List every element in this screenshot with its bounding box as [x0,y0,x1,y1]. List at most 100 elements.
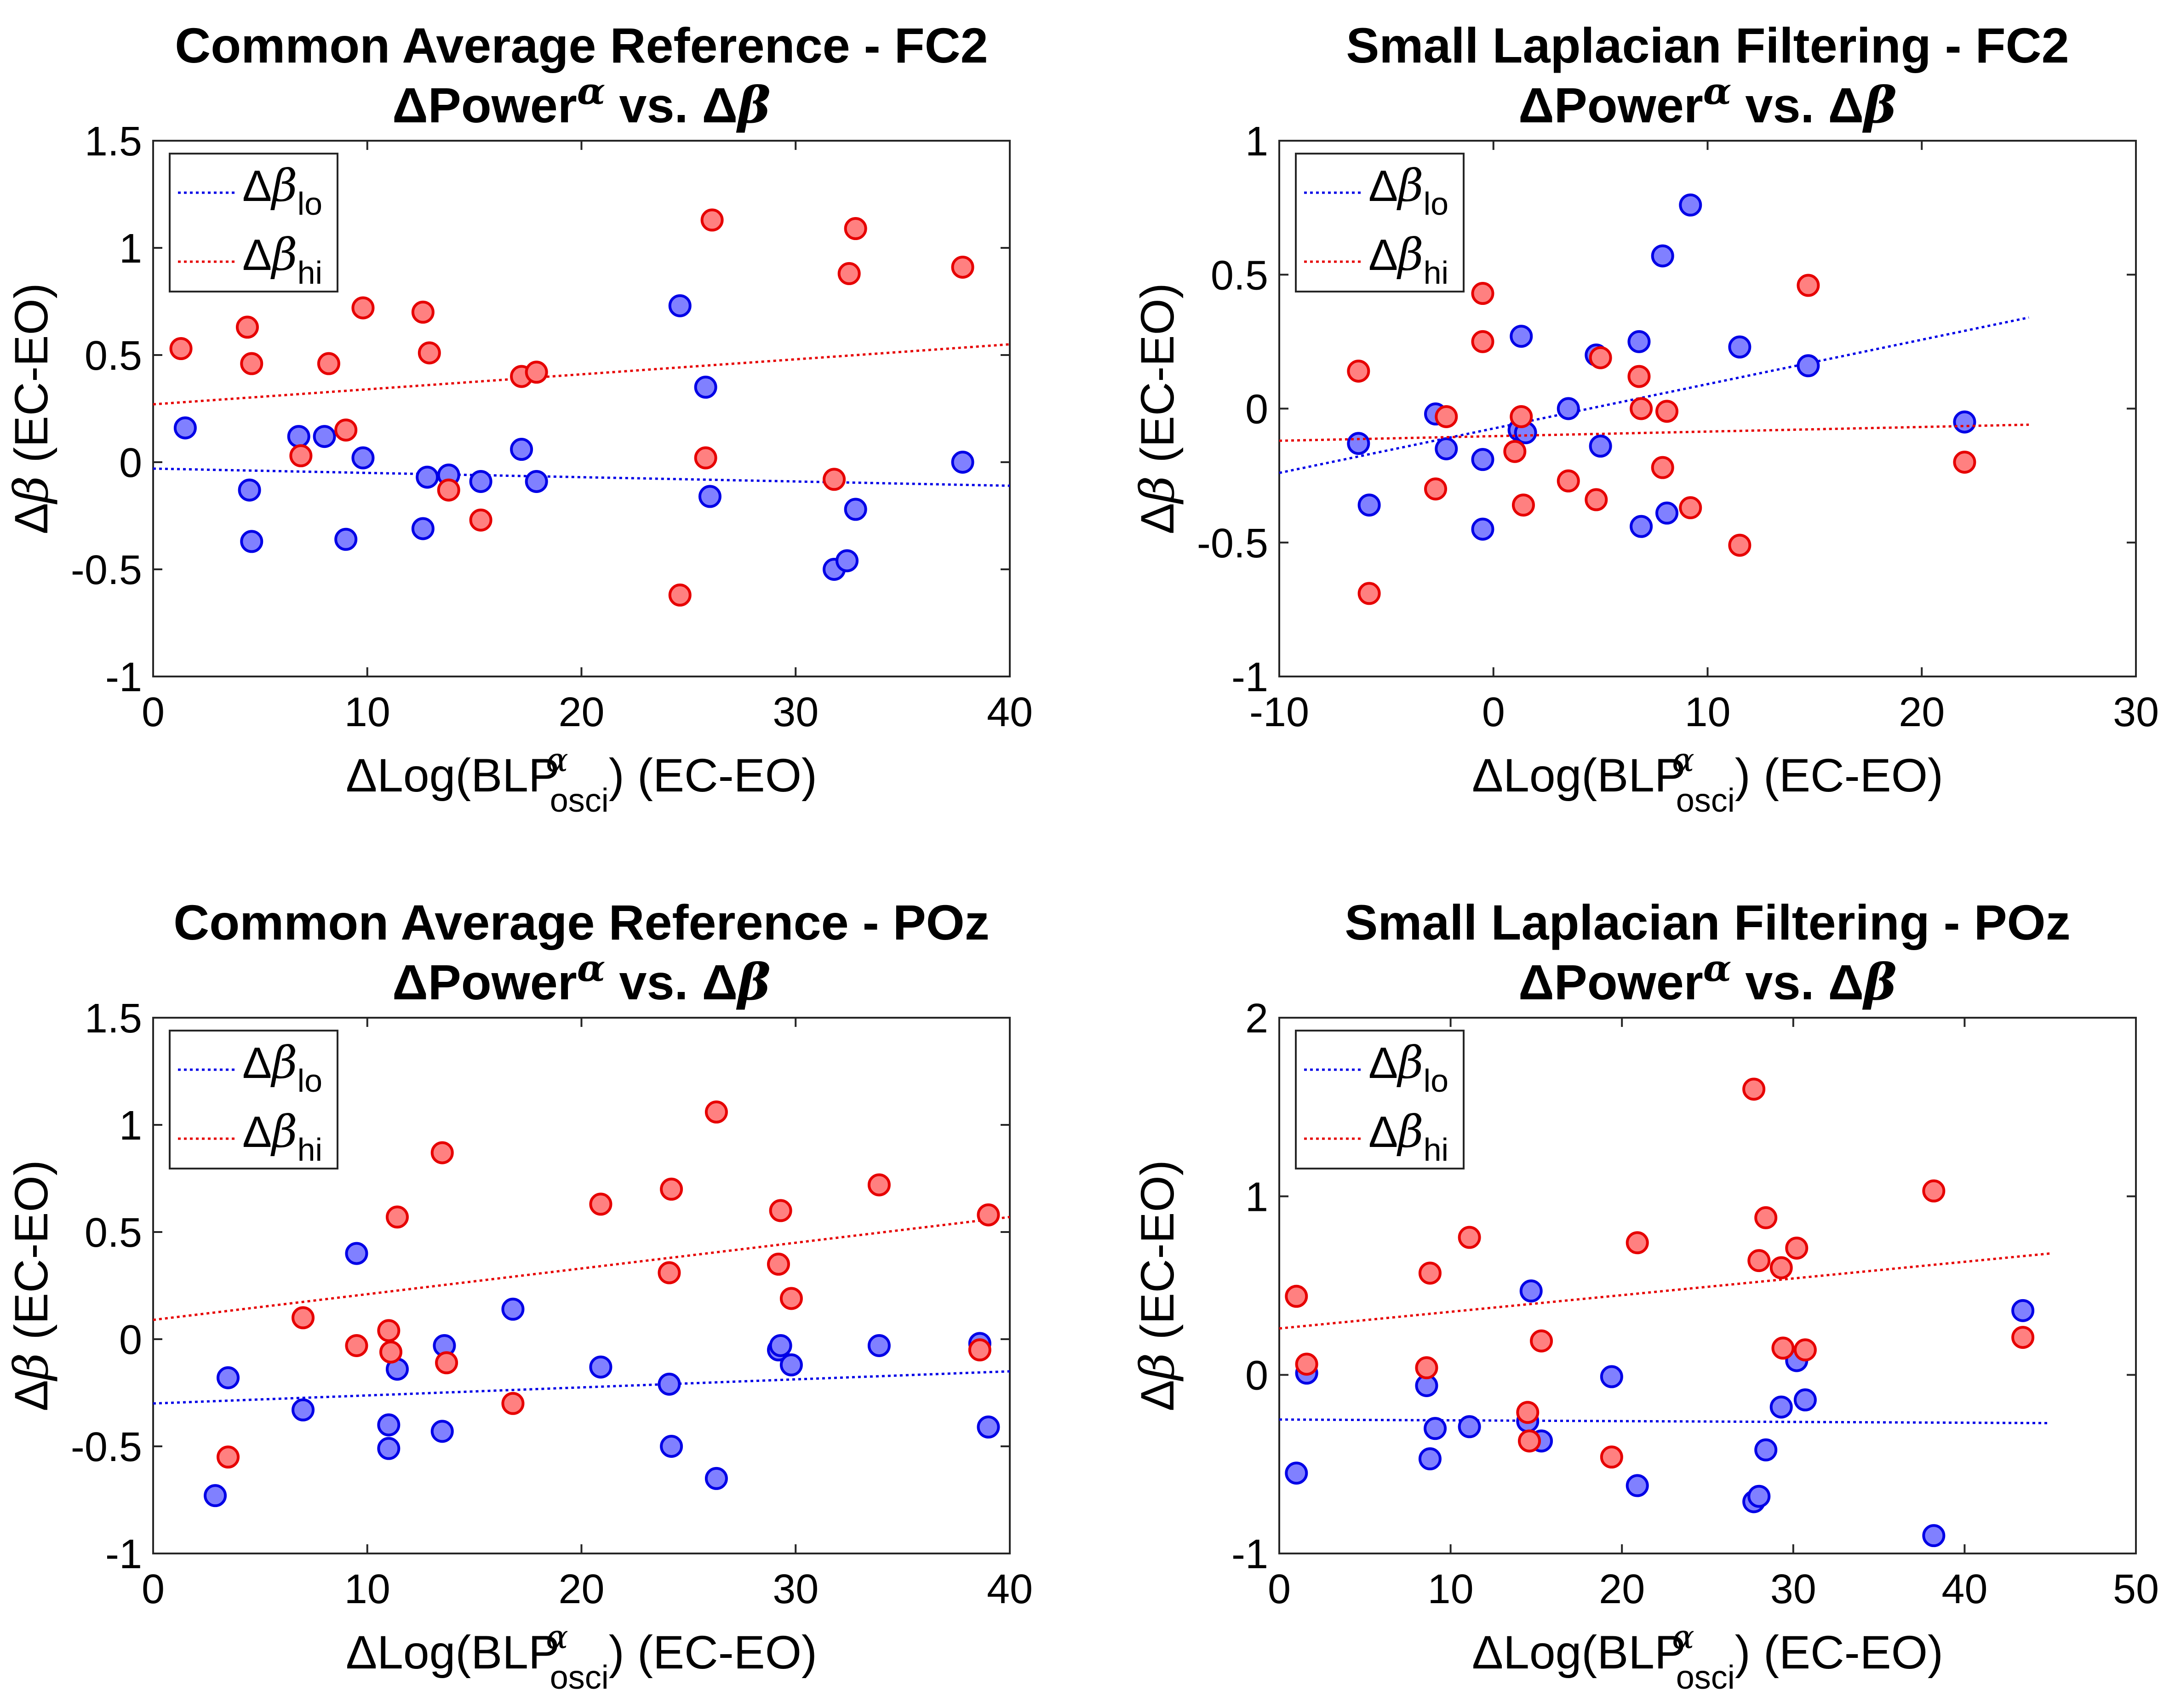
point-beta-lo [1747,1484,1771,1508]
point-beta-lo [769,1334,792,1357]
point-beta-hi [1728,533,1752,557]
point-beta-hi [1424,477,1447,501]
point-beta-hi [345,1334,368,1357]
x-tick-label: 20 [558,689,604,735]
point-beta-lo [836,549,859,573]
point-beta-hi [1415,1356,1438,1380]
point-beta-hi [1557,469,1580,493]
point-beta-lo [1797,354,1820,378]
y-axis-label: Δβ (EC-EO) [4,1160,59,1411]
point-beta-lo [1769,1395,1793,1419]
point-beta-hi [1747,1249,1771,1272]
y-tick-label: -0.5 [71,547,142,593]
x-tick-label: 10 [344,1566,390,1612]
y-tick-label: -0.5 [71,1424,142,1470]
point-beta-hi [1679,496,1702,520]
point-beta-hi [779,1287,803,1310]
chart-subtitle: ΔPowerα vs. Δβ [1518,946,1897,1011]
y-tick-label: 1.5 [85,996,142,1042]
point-beta-lo [334,527,358,551]
point-beta-hi [1503,440,1527,463]
chart-title: Common Average Reference - POz [173,894,990,950]
point-beta-hi [767,1252,790,1276]
point-beta-hi [501,1392,525,1415]
legend-label-hi: Δβhi [1368,229,1448,291]
point-beta-lo [1357,493,1381,517]
point-beta-hi [1418,1261,1442,1285]
x-tick-label: 20 [1899,689,1945,735]
x-tick-label: 30 [773,689,819,735]
point-beta-lo [1471,448,1494,471]
point-beta-lo [238,478,261,502]
x-tick-label: 50 [2113,1566,2158,1612]
point-beta-lo [1418,1447,1442,1471]
point-beta-hi [240,352,263,375]
point-beta-lo [1458,1415,1481,1439]
point-beta-hi [1627,365,1651,388]
point-beta-lo [1589,435,1612,458]
point-beta-hi [1769,1256,1793,1279]
legend-label-lo: Δβlo [1368,1037,1448,1099]
y-tick-label: 0 [1245,387,1268,433]
point-beta-hi [837,262,861,285]
x-tick-label: 30 [2113,689,2158,735]
point-beta-lo [1627,330,1651,353]
point-beta-lo [1651,244,1674,268]
point-beta-lo [867,1334,891,1357]
point-beta-lo [2011,1299,2035,1322]
point-beta-hi [1511,493,1535,517]
y-tick-label: 0 [119,440,142,486]
point-beta-hi [1922,1179,1946,1203]
y-tick-label: -1 [105,654,142,700]
point-beta-hi [1651,456,1674,479]
point-beta-hi [289,444,313,468]
point-beta-lo [658,1372,681,1396]
point-beta-hi [694,446,717,470]
point-beta-lo [779,1353,803,1376]
x-axis-label: ΔLog(BLPα osci) (EC-EO) [346,740,817,819]
point-beta-lo [501,1297,525,1321]
point-beta-hi [867,1173,891,1197]
y-tick-label: -0.5 [1197,521,1268,567]
point-beta-lo [1435,437,1458,460]
x-tick-label: 40 [987,1566,1033,1612]
x-tick-label: 10 [1684,689,1730,735]
point-beta-hi [169,337,193,361]
y-tick-label: 2 [1245,996,1268,1042]
x-tick-label: 30 [773,1566,819,1612]
point-beta-hi [1471,282,1494,305]
legend [169,153,338,292]
point-beta-hi [1357,582,1381,605]
point-beta-hi [430,1141,454,1164]
y-tick-label: 1 [1245,119,1268,165]
chart-subtitle: ΔPowerα vs. Δβ [392,946,771,1011]
point-beta-hi [418,341,441,365]
point-beta-hi [1517,1429,1541,1453]
point-beta-lo [1754,1438,1778,1462]
point-beta-lo [287,425,310,448]
legend-label-hi: Δβhi [242,1106,322,1168]
x-tick-label: 10 [1428,1566,1474,1612]
point-beta-hi [317,352,340,375]
x-tick-label: 0 [1268,1566,1291,1612]
point-beta-hi [385,1205,409,1229]
point-beta-hi [1285,1284,1308,1308]
point-beta-lo [1471,517,1494,541]
point-beta-lo [411,517,435,540]
legend-label-hi: Δβhi [242,229,322,291]
point-beta-lo [351,446,375,470]
point-beta-hi [435,1351,458,1375]
point-beta-hi [235,315,259,339]
point-beta-hi [1516,1401,1540,1424]
point-beta-lo [430,1420,454,1443]
point-beta-lo [1679,193,1702,217]
point-beta-lo [510,438,533,461]
point-beta-hi [469,508,492,532]
legend [1295,1030,1465,1169]
x-tick-label: 30 [1770,1566,1816,1612]
point-beta-hi [589,1192,612,1216]
point-beta-hi [334,418,358,442]
point-beta-hi [660,1177,683,1201]
